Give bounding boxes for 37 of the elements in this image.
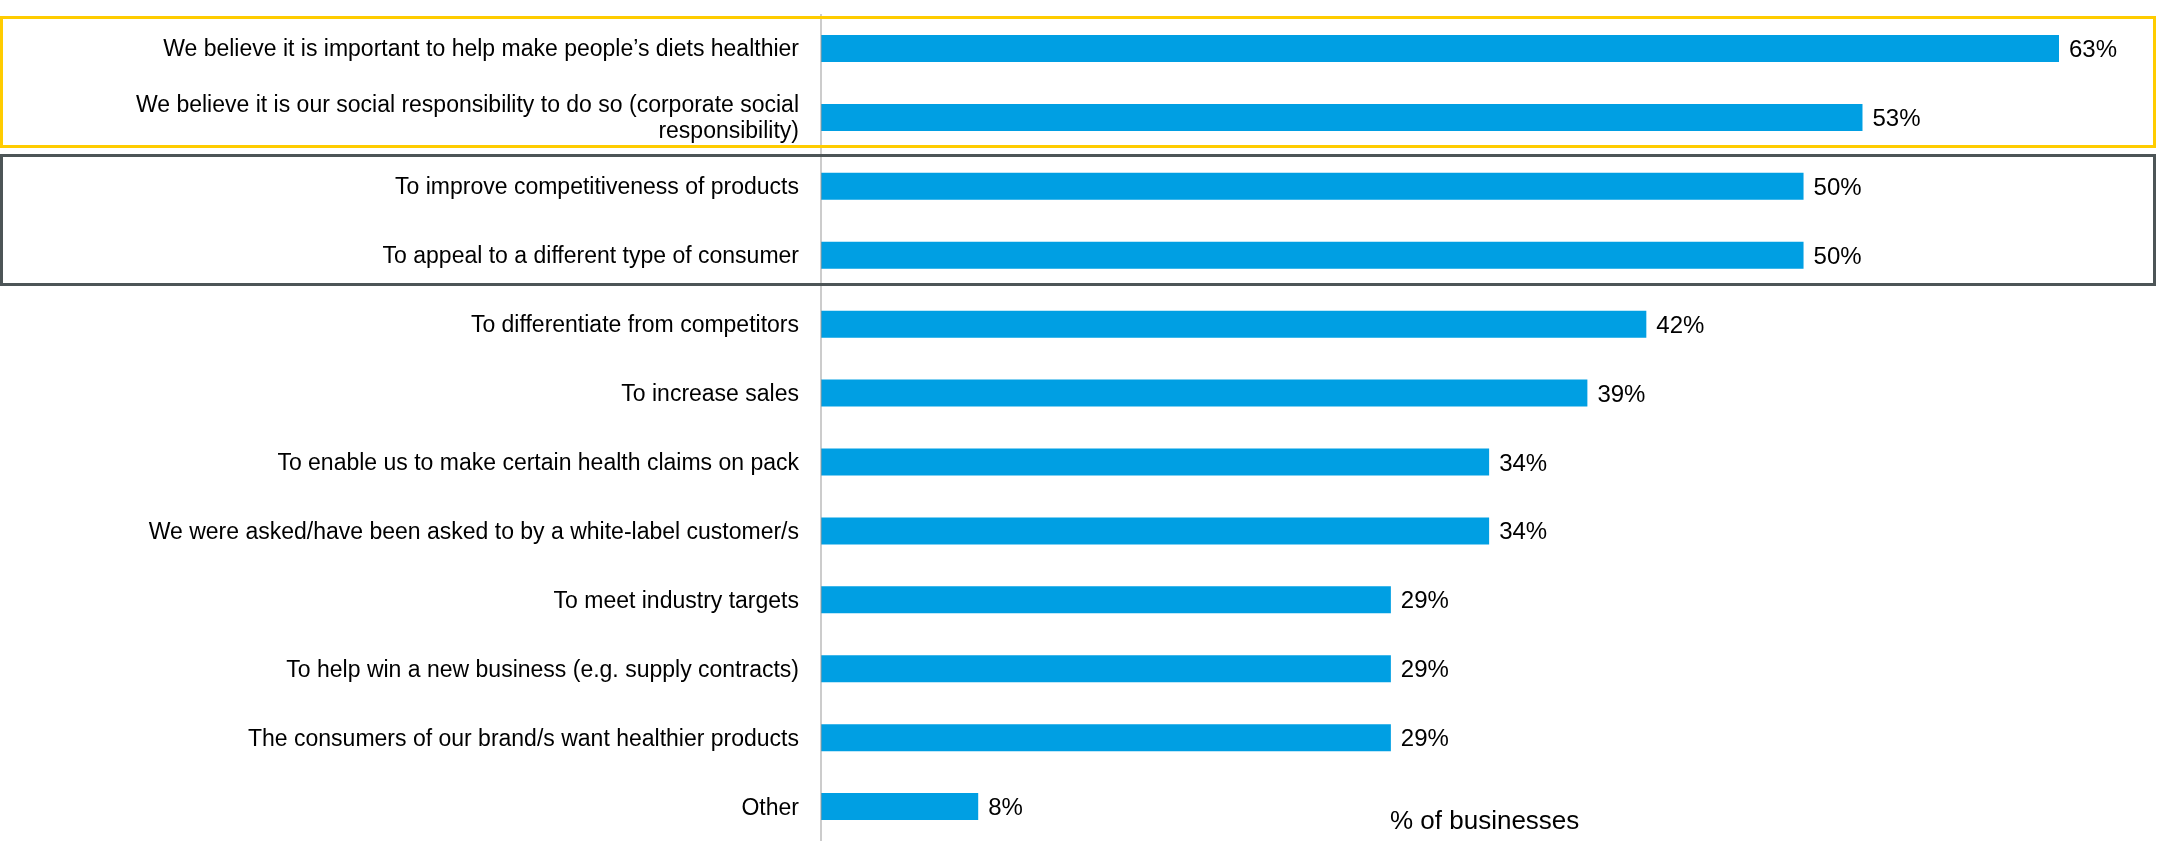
y-tick-label: Other [741, 793, 800, 820]
bar [821, 655, 1391, 683]
data-label: 53% [1872, 103, 1921, 131]
data-label: 34% [1499, 517, 1548, 545]
bar [821, 448, 1490, 476]
data-label: 29% [1400, 724, 1449, 752]
data-label: 50% [1813, 172, 1862, 200]
x-axis-title: % of businesses [1390, 805, 1580, 836]
y-tick-label: To help win a new business (e.g. supply contracts) [286, 655, 799, 682]
data-label: 34% [1499, 448, 1548, 476]
y-tick-label: To meet industry targets [553, 586, 799, 613]
bar [821, 172, 1804, 200]
y-tick-label: The consumers of our brand/s want healthier products [247, 724, 799, 751]
bar [821, 793, 979, 821]
bar [821, 310, 1647, 338]
bar [821, 103, 1863, 131]
data-label: 63% [2069, 35, 2118, 63]
y-tick-label: To appeal to a different type of consumer [382, 242, 800, 269]
y-tick-label: To differentiate from competitors [470, 311, 799, 338]
data-label: 8% [988, 793, 1023, 821]
data-label: 29% [1400, 655, 1449, 683]
data-label: 50% [1813, 241, 1862, 269]
bar [821, 35, 2059, 62]
data-label: 39% [1597, 379, 1646, 407]
bar [821, 724, 1391, 752]
bar [821, 379, 1588, 407]
y-tick-label: We believe it is important to help make people’s diets healthier [163, 35, 800, 62]
data-label: 42% [1656, 310, 1705, 338]
y-tick-label: To improve competitiveness of products [395, 173, 799, 200]
y-tick-label: To increase sales [621, 380, 799, 407]
bar [821, 517, 1490, 545]
y-tick-label: To enable us to make certain health claims on pack [277, 448, 800, 475]
data-label: 29% [1400, 586, 1449, 614]
bar [821, 241, 1804, 269]
bar [821, 586, 1391, 614]
y-tick-label: We were asked/have been asked to by a white-label customer/s [148, 517, 799, 544]
y-tick-label: We believe it is our social responsibility to do so (corporate social responsibility) [135, 91, 799, 144]
